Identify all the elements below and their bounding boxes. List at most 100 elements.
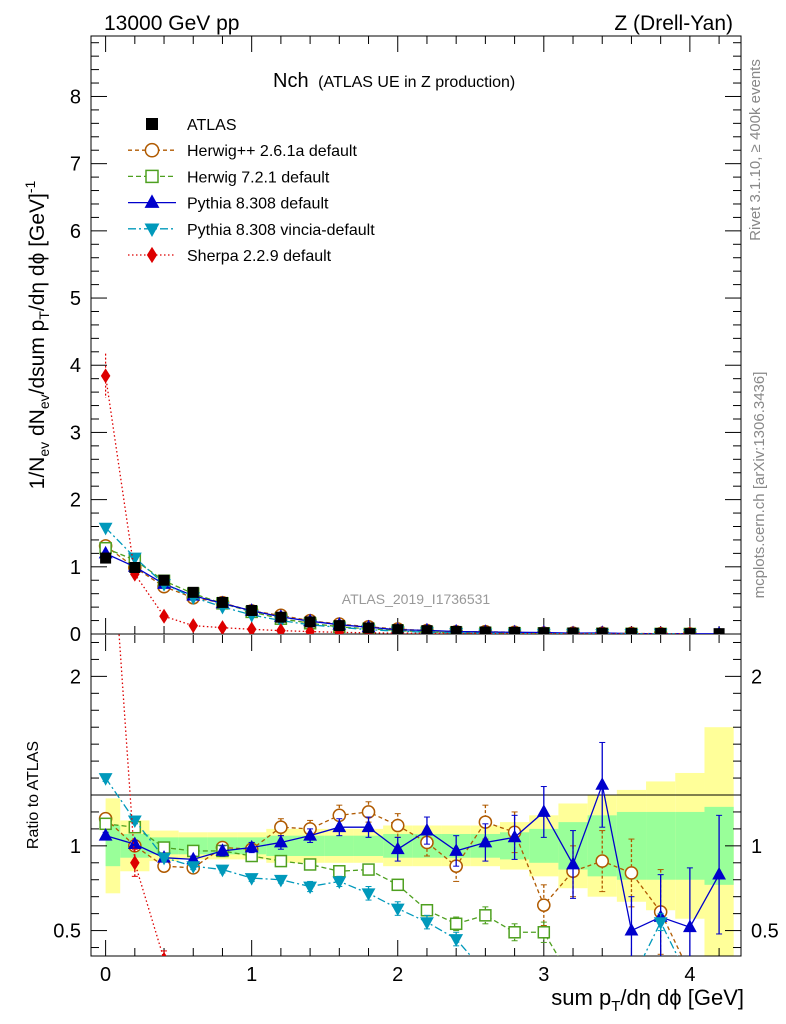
atlas-data-point	[363, 622, 375, 634]
axis-ticks: 0 1 2 3 4 0 1 2 3 4 5 6 7 8 0.5 0.5 1 1 2 2	[53, 36, 779, 986]
atlas-data-point	[625, 627, 637, 634]
legend-label: Sherpa 2.2.9 default	[187, 248, 332, 265]
series-2-ratio-point	[682, 919, 697, 933]
series-1-ratio-point	[303, 858, 317, 871]
series-3-ratio-point	[98, 773, 113, 786]
series-3-ratio-point	[420, 917, 434, 930]
series-1-ratio-point	[479, 909, 492, 922]
series-2-ratio-point	[273, 834, 288, 848]
atlas-data-point	[479, 626, 491, 634]
y-tick-label: 6	[70, 221, 81, 243]
atlas-data-point	[129, 561, 141, 573]
series-4-ratio-point	[161, 951, 167, 956]
legend-marker	[146, 118, 158, 130]
series-4-ratio-point	[306, 975, 314, 988]
series-3-ratio-point	[390, 903, 405, 917]
green-band	[353, 835, 384, 857]
atlas-data-point	[713, 628, 725, 634]
series-2-ratio-point	[536, 804, 551, 817]
y-tick-label: 3	[70, 422, 81, 444]
atlas-data-point	[655, 627, 667, 634]
series-2-ratio-point	[390, 841, 405, 855]
analysis-label: ATLAS_2019_I1736531	[342, 591, 491, 607]
series-4-main-point	[217, 620, 228, 634]
atlas-data-point	[538, 627, 550, 634]
ratio-uncertainty-bands	[105, 727, 734, 956]
series-3-ratio-point	[653, 917, 668, 930]
legend-marker	[144, 142, 160, 158]
atlas-data-point	[567, 627, 579, 634]
y-tick-label: 8	[70, 86, 81, 108]
series-3-ratio-point	[273, 874, 288, 888]
series-1-ratio-point	[333, 865, 346, 878]
series-3-ratio-point	[361, 888, 376, 901]
series-2-ratio-point	[566, 856, 580, 870]
series-4-main-point	[305, 624, 315, 634]
rivet-version-label: Rivet 3.1.10, ≥ 400k events	[747, 59, 764, 241]
ratio-series-layer	[98, 634, 726, 988]
series-4-ratio-point	[335, 975, 343, 988]
atlas-data-point	[509, 626, 521, 634]
atlas-data-point	[450, 625, 462, 634]
legend-label: Pythia 8.308 default	[187, 196, 329, 213]
series-2-ratio-point	[98, 828, 113, 841]
series-3-ratio-point	[215, 864, 230, 878]
green-band	[646, 811, 676, 880]
series-1-ratio-point	[420, 903, 434, 917]
series-1-ratio-point	[274, 854, 288, 868]
series-4-ratio-point	[364, 975, 372, 988]
series-3-main-point	[127, 552, 142, 566]
series-4-main-point	[276, 623, 286, 634]
atlas-data-point	[684, 628, 696, 634]
series-2-ratio-point	[595, 777, 610, 790]
series-1-ratio-point	[99, 817, 112, 831]
atlas-data-point	[596, 627, 608, 634]
series-0-ratio-point	[624, 866, 639, 880]
chart-title-sub: (ATLAS UE in Z production)	[318, 74, 515, 91]
series-3-ratio-point	[186, 861, 201, 874]
legend-marker	[146, 246, 158, 264]
series-0-ratio-point	[274, 820, 288, 835]
y-axis-label: 1/Nev dNev/dsum pT/dη dϕ [GeV]-1	[22, 180, 52, 489]
legend-label: Herwig 7.2.1 default	[187, 169, 330, 186]
green-band	[324, 835, 354, 857]
atlas-data-point	[100, 552, 112, 564]
series-3-main-line	[105, 527, 690, 634]
series-4-ratio-point	[189, 975, 197, 988]
series-2-ratio-point	[624, 922, 639, 936]
series-0-ratio-point	[537, 898, 551, 912]
series-2-ratio-point	[507, 829, 522, 843]
series-4-ratio-point	[423, 975, 431, 988]
y-tick-label: 5	[70, 288, 81, 310]
ratio-y-tick-label-right: 1	[751, 836, 762, 858]
x-tick-label: 4	[684, 964, 695, 986]
y-tick-label: 2	[70, 490, 81, 512]
legend-label: ATLAS	[187, 117, 237, 134]
ratio-y-tick-label: 0.5	[53, 921, 81, 943]
series-4-ratio-point	[481, 975, 489, 988]
series-3-ratio-point	[303, 881, 317, 895]
y-tick-label: 0	[70, 624, 81, 646]
series-3-ratio-point	[479, 969, 491, 980]
x-tick-label: 0	[100, 964, 111, 986]
ratio-y-tick-label-right: 0.5	[751, 921, 779, 943]
svg-text:sum pT/dη dϕ [GeV]: sum pT/dη dϕ [GeV]	[551, 985, 744, 1015]
series-3-ratio-point	[157, 852, 171, 866]
ratio-clip-group	[98, 634, 726, 988]
series-4-main-point	[100, 368, 111, 384]
series-4-ratio-line	[118, 634, 164, 956]
series-2-ratio-point	[449, 843, 464, 856]
atlas-data-point	[158, 574, 170, 586]
series-0-ratio-point	[390, 818, 405, 833]
series-2-ratio-point	[215, 843, 230, 856]
series-2-ratio-point	[420, 822, 434, 836]
atlas-data-point	[304, 616, 316, 628]
series-4-ratio-point	[277, 975, 285, 988]
series-3-main-point	[98, 522, 113, 536]
series-1-ratio-point	[537, 926, 551, 939]
x-tick-label: 1	[246, 964, 257, 986]
series-2-ratio-point	[478, 834, 493, 848]
series-4-main-line	[104, 375, 690, 634]
series-2-ratio-point	[332, 819, 347, 833]
